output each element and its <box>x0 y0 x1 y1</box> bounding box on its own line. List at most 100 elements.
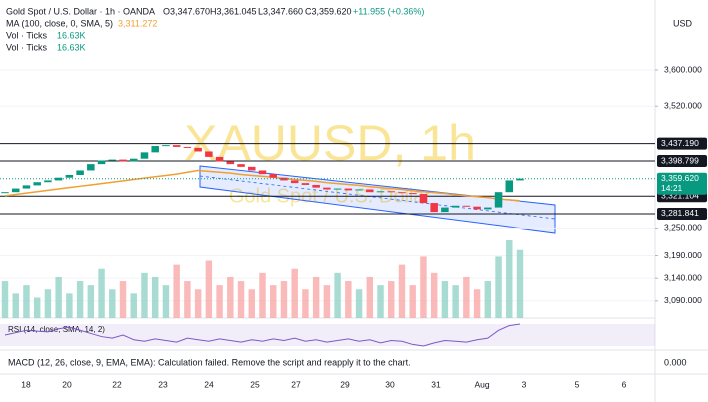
x-tick-label: 3 <box>522 379 527 389</box>
candle <box>129 158 138 162</box>
volume-bar <box>312 276 320 318</box>
x-tick-label: 27 <box>291 379 301 389</box>
volume-bar <box>87 285 95 318</box>
candle <box>11 188 20 193</box>
candle <box>33 182 41 186</box>
candle <box>237 164 245 167</box>
volume-bar <box>55 276 62 318</box>
volume-bar <box>141 272 148 318</box>
volume-bar <box>237 281 245 318</box>
volume-bar <box>1 281 9 318</box>
candle <box>301 183 310 185</box>
volume-bar <box>377 285 384 318</box>
ohlc-high: H3,361.045 <box>210 6 257 16</box>
candle <box>312 184 320 188</box>
ohlc-low: L3,347.660 <box>258 6 303 16</box>
level-tag <box>657 207 707 220</box>
candle <box>172 145 181 147</box>
volume-bar <box>130 293 137 318</box>
candle <box>1 192 9 194</box>
level-label: 3,398.799 <box>661 155 699 165</box>
candle <box>430 203 438 213</box>
candle <box>258 170 267 175</box>
vol-value: 16.63K <box>57 42 86 52</box>
level-label: 3,281.841 <box>661 208 699 218</box>
volume-bar <box>452 285 459 318</box>
volume-bar <box>334 272 341 318</box>
candle <box>97 160 106 165</box>
y-tick-label: 3,520.000 <box>664 100 702 110</box>
candle <box>419 194 428 204</box>
candle <box>344 188 353 191</box>
candle <box>387 191 396 193</box>
volume-bar <box>33 297 41 318</box>
candle <box>280 177 288 181</box>
volume-bar <box>323 285 331 318</box>
candle <box>398 192 406 194</box>
candle <box>462 205 471 207</box>
currency: USD <box>673 18 693 28</box>
volume-bar <box>216 285 223 318</box>
candle <box>108 159 117 161</box>
level-label: 3,321.104 <box>661 190 699 200</box>
level-tag <box>657 155 707 168</box>
candle <box>269 174 277 178</box>
x-tick-label: 24 <box>204 379 214 389</box>
y-tick-label: 3,600.000 <box>664 64 702 74</box>
volume-bar <box>291 268 298 318</box>
volume-bar <box>484 281 492 318</box>
candle <box>323 187 331 190</box>
vol-value: 16.63K <box>57 30 86 40</box>
x-tick-label: 5 <box>575 379 580 389</box>
volume-bar <box>270 285 277 318</box>
candle <box>44 180 52 183</box>
candle <box>376 191 385 193</box>
volume-bar <box>23 285 30 318</box>
volume-bar <box>227 276 234 318</box>
candle <box>366 189 374 193</box>
candle <box>333 188 342 190</box>
countdown: 14:21 <box>661 183 683 193</box>
candle <box>505 180 514 193</box>
volume-bar <box>44 289 52 318</box>
volume-bar <box>463 276 470 318</box>
volume-bar <box>76 281 84 318</box>
candle <box>248 166 256 171</box>
volume-bar <box>516 249 524 318</box>
volume-bar <box>248 289 255 318</box>
volume-bar <box>506 240 513 318</box>
legend: Gold Spot / U.S. Dollar · 1h · OANDA O3,… <box>6 6 424 52</box>
candle <box>22 185 31 189</box>
ma-value: 3,311.272 <box>118 18 157 28</box>
change: +11.955 (+0.36%) <box>353 6 424 16</box>
x-tick-label: 29 <box>340 379 350 389</box>
candle <box>183 146 192 148</box>
volume-bar <box>355 289 363 318</box>
volume-bar <box>366 276 374 318</box>
candle <box>65 174 74 178</box>
vol-label: Vol · Ticks <box>6 30 48 40</box>
last-price-label: 3,359.620 <box>661 173 699 183</box>
volume-bar <box>259 272 266 318</box>
volume-bar <box>184 281 191 318</box>
ohlc-close: C3,359.620 <box>305 6 352 16</box>
symbol: Gold Spot / U.S. Dollar · 1h · OANDA <box>6 6 155 16</box>
volume-bar <box>194 289 202 318</box>
volume-bar <box>430 272 438 318</box>
volume-bar <box>280 281 288 318</box>
macd-value: 0.000 <box>664 357 687 367</box>
volume-bar <box>388 281 395 318</box>
vol-label: Vol · Ticks <box>6 42 48 52</box>
last-price-tag <box>657 172 707 195</box>
candle <box>473 206 481 210</box>
x-tick-label: 30 <box>385 379 395 389</box>
volume-bar <box>162 285 170 318</box>
candle <box>290 180 299 184</box>
candle <box>451 205 460 208</box>
volume-bar <box>495 256 502 318</box>
candle <box>76 170 84 175</box>
ma-line <box>4 169 521 202</box>
x-tick-label: 20 <box>62 379 72 389</box>
candle <box>441 207 449 213</box>
